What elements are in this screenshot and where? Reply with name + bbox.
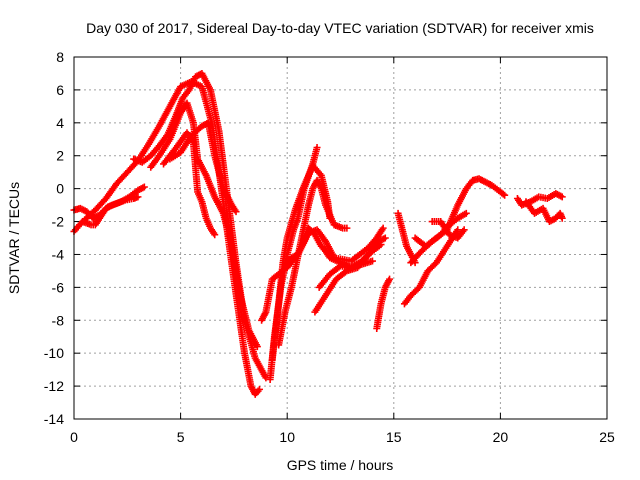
- data-point: [134, 193, 142, 201]
- data-point: [501, 191, 509, 199]
- data-point: [343, 224, 351, 232]
- data-series: [411, 175, 509, 250]
- data-point: [386, 275, 394, 283]
- data-point: [253, 343, 261, 351]
- y-tick-label: 8: [56, 49, 64, 65]
- data-point: [462, 209, 470, 217]
- data-series: [400, 226, 462, 308]
- data-point: [140, 183, 148, 191]
- data-point: [454, 226, 462, 234]
- data-series: [522, 198, 566, 226]
- y-tick-label: 6: [56, 82, 64, 98]
- data-point: [368, 257, 376, 265]
- data-series: [428, 218, 468, 242]
- data-point: [558, 193, 566, 201]
- y-tick-label: 4: [56, 115, 64, 131]
- axis-ticks: 0 5 10 15 20 25 -14 -12 -10 -8 -6 -4 -2 0 2 4 6 8: [44, 49, 615, 445]
- data-series: [283, 224, 387, 272]
- data-point: [558, 214, 566, 222]
- y-tick-label: -6: [52, 279, 65, 295]
- data-points: [70, 69, 566, 398]
- x-tick-label: 20: [493, 429, 509, 445]
- x-tick-label: 10: [279, 429, 295, 445]
- y-tick-label: -14: [44, 411, 64, 427]
- data-series: [373, 275, 394, 332]
- x-tick-label: 5: [177, 429, 185, 445]
- data-point: [211, 231, 219, 239]
- data-series: [160, 129, 219, 239]
- data-point: [232, 208, 240, 216]
- y-axis-label: SDTVAR / TECUs: [6, 182, 22, 294]
- data-point: [381, 234, 389, 242]
- x-tick-label: 0: [70, 429, 78, 445]
- data-point: [377, 241, 385, 249]
- data-point: [255, 385, 263, 393]
- y-tick-label: -4: [52, 246, 65, 262]
- data-point: [313, 144, 321, 151]
- x-tick-label: 25: [599, 429, 615, 445]
- chart-title: Day 030 of 2017, Sidereal Day-to-day VTE…: [86, 20, 594, 36]
- data-series: [166, 119, 240, 216]
- data-point: [379, 224, 387, 232]
- data-point: [460, 226, 468, 234]
- x-tick-label: 15: [386, 429, 402, 445]
- y-tick-label: 2: [56, 148, 64, 164]
- y-tick-label: -10: [44, 345, 64, 361]
- data-point: [499, 190, 507, 198]
- grid: [74, 57, 607, 419]
- y-tick-label: 0: [56, 181, 64, 197]
- y-tick-label: -2: [52, 214, 65, 230]
- data-series: [513, 190, 566, 209]
- data-series: [130, 69, 270, 382]
- x-axis-label: GPS time / hours: [287, 457, 394, 473]
- data-series: [147, 99, 261, 351]
- data-series: [315, 241, 385, 291]
- plot-frame: [73, 56, 608, 420]
- y-tick-label: -8: [52, 312, 65, 328]
- y-tick-label: -12: [44, 378, 64, 394]
